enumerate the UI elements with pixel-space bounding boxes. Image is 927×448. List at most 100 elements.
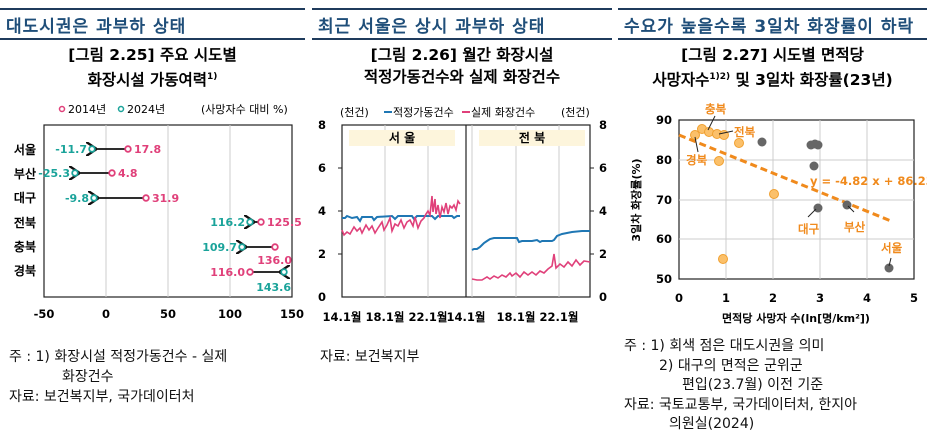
svg-text:2: 2 [599,247,607,261]
svg-text:대구: 대구 [798,222,820,236]
svg-text:4: 4 [599,204,607,218]
svg-text:109.7: 109.7 [202,241,237,254]
svg-text:100: 100 [218,307,242,321]
row-jeonbuk: 125.5 116.2 [210,216,302,229]
y-axis-label: 3일차 화장률(%) [629,158,643,241]
svg-text:50: 50 [160,307,176,321]
series-seoul-actual [341,195,461,237]
trend-line [678,133,892,223]
svg-text:14.1월: 14.1월 [447,310,486,324]
svg-text:-11.7: -11.7 [55,143,87,156]
svg-text:(천건): (천건) [561,105,590,119]
svg-text:4.8: 4.8 [118,167,138,180]
point-labels: 충북 전북 경북 대구 부산 서울 [686,102,903,267]
svg-text:-50: -50 [34,307,55,321]
x-axis-label: 면적당 사망자 수(ln[명/km²]) [722,311,870,325]
svg-text:4: 4 [318,204,326,218]
svg-text:8: 8 [599,118,607,132]
x-axis-ticks: 14.1월 18.1월 22.1월 14.1월 18.1월 22.1월 [323,310,579,324]
y-axis-ticks: 90 80 70 60 50 [656,113,672,286]
svg-text:2: 2 [318,247,326,261]
svg-text:80: 80 [656,153,672,167]
row-gyeongbuk: 116.0 143.6 [210,266,291,294]
y-axis-left: 8 6 4 2 0 [318,118,326,304]
section-header: 대도시권은 과부하 상태 [0,8,305,40]
svg-text:대구: 대구 [14,191,36,205]
x-axis-ticks: -50 0 50 100 150 [34,307,304,321]
svg-text:6: 6 [318,161,326,175]
svg-text:14.1월: 14.1월 [323,310,362,324]
svg-text:136.0: 136.0 [257,254,292,267]
panel-monthly-cremations: 최근 서울은 상시 과부하 상태 [그림 2.26] 월간 화장시설 적정가동건… [312,0,612,448]
figure-title: [그림 2.27] 시도별 면적당 사망자수1)2) 및 3일차 화장률(23년… [652,46,893,90]
svg-text:18.1월: 18.1월 [497,310,536,324]
trend-equation: y = -4.82 x + 86.23 [810,174,927,188]
svg-text:50: 50 [656,272,672,286]
figure-title: [그림 2.25] 주요 시도별 화장시설 가동여력1) [68,46,237,90]
svg-text:116.0: 116.0 [210,266,245,279]
legend-2014-icon [58,105,66,113]
panel-scatter-cremation-rate: 수요가 높을수록 3일차 화장률이 하락 [그림 2.27] 시도별 면적당 사… [618,0,927,448]
figure-title: [그림 2.26] 월간 화장시설 적정가동건수와 실제 화장건수 [363,46,561,86]
points-non-metro [690,124,779,264]
svg-text:125.5: 125.5 [267,216,302,229]
legend-2024-label: 2024년 [127,103,165,116]
panel-cremation-capacity: 대도시권은 과부하 상태 [그림 2.25] 주요 시도별 화장시설 가동여력1… [0,0,305,448]
notes: 자료: 보건복지부 [320,349,420,365]
svg-text:22.1월: 22.1월 [409,310,448,324]
svg-text:60: 60 [656,232,672,246]
svg-text:-25.3: -25.3 [38,167,70,180]
y-axis-categories: 서울 부산 대구 전북 충북 경북 [14,142,36,278]
svg-text:143.6: 143.6 [256,281,291,294]
svg-text:6: 6 [599,161,607,175]
section-header: 최근 서울은 상시 과부하 상태 [312,8,612,40]
svg-text:0: 0 [102,307,110,321]
svg-text:충북: 충북 [14,239,36,254]
line-chart: (천건) 적정가동건수 실제 화장건수 (천건) 8 6 4 2 0 8 6 4 2 0… [318,105,607,324]
legend-2014-label: 2014년 [68,103,106,116]
svg-text:적정가동건수: 적정가동건수 [393,106,454,119]
row-chungbuk: 136.0 109.7 [202,241,292,267]
legend-2024-icon [117,105,125,113]
row-seoul: 17.8 -11.7 [55,143,161,156]
svg-text:경북: 경북 [686,153,708,167]
svg-text:90: 90 [656,113,672,127]
svg-text:70: 70 [656,193,672,207]
svg-text:8: 8 [318,118,326,132]
svg-text:2: 2 [769,291,777,305]
svg-text:서울: 서울 [14,142,36,157]
svg-text:116.2: 116.2 [210,216,245,229]
series-jeonbuk-actual [471,253,591,281]
series-seoul-capacity [342,214,460,223]
svg-text:서울: 서울 [881,241,903,255]
row-busan: 4.8 -25.3 [38,167,138,180]
svg-text:부산: 부산 [14,166,36,181]
svg-text:0: 0 [599,290,607,304]
svg-text:충북: 충북 [705,102,727,116]
facet-label-jeonbuk: 전 북 [519,130,545,145]
svg-text:4: 4 [863,291,871,305]
svg-text:22.1월: 22.1월 [540,310,579,324]
notes: 주 : 1) 회색 점은 대도시권을 의미 2) 대구의 면적은 군위군 편입(… [624,338,858,432]
svg-text:(천건): (천건) [340,105,369,119]
row-daegu: 31.9 -9.8 [65,192,179,205]
svg-text:17.8: 17.8 [134,143,161,156]
svg-text:18.1월: 18.1월 [366,310,405,324]
series-jeonbuk-capacity [471,230,590,251]
section-header: 수요가 높을수록 3일차 화장률이 하락 [618,8,927,40]
svg-text:31.9: 31.9 [152,192,179,205]
svg-text:150: 150 [280,307,304,321]
facet-label-seoul: 서 울 [389,130,415,145]
y-axis-right: 8 6 4 2 0 [599,118,607,304]
svg-text:0: 0 [318,290,326,304]
svg-text:전북: 전북 [734,125,756,139]
svg-text:0: 0 [675,291,683,305]
svg-text:3: 3 [816,291,824,305]
svg-text:실제 화장건수: 실제 화장건수 [471,106,535,119]
svg-text:1: 1 [722,291,730,305]
scatter-chart: 90 80 70 60 50 0 1 2 3 4 5 면적당 사망자 수(ln[명/km²… [629,102,927,325]
svg-text:-9.8: -9.8 [65,192,89,205]
unit-label: (사망자수 대비 %) [201,103,288,116]
x-axis-ticks: 0 1 2 3 4 5 [675,291,918,305]
legend: (천건) 적정가동건수 실제 화장건수 (천건) [340,105,590,119]
